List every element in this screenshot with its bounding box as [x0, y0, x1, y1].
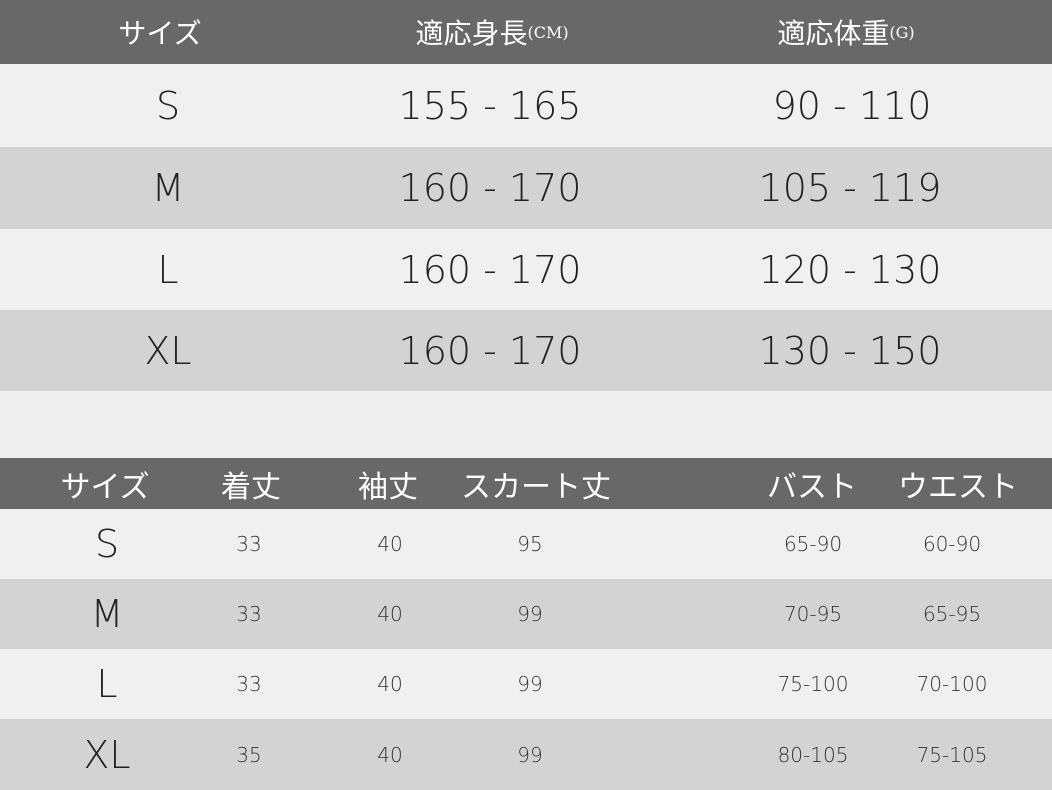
table1-row: S 155 - 165 90 - 110: [0, 64, 1052, 147]
sleeve-cell: 40: [377, 532, 403, 556]
height-cell: 160 - 170: [398, 247, 582, 292]
skirt-cell: 99: [517, 742, 543, 767]
waist-cell: 60-90: [922, 532, 982, 556]
header-weight: 適応体重 (G): [777, 0, 914, 64]
header-size: サイズ: [60, 469, 150, 505]
header-waist: ウエスト: [898, 469, 1018, 505]
table1-row: XL 160 - 170 130 - 150: [0, 310, 1052, 391]
header-weight-label: 適応体重: [777, 17, 890, 50]
size-cell: S: [155, 83, 181, 128]
header-height: 適応身長 (CM): [415, 0, 568, 64]
bust-cell: 70-95: [783, 602, 843, 626]
header-sleeve: 袖丈: [358, 469, 418, 505]
height-cell: 155 - 165: [398, 83, 582, 128]
table2-row: L 33 40 99 75-100 70-100: [0, 649, 1052, 719]
waist-cell: 70-100: [916, 672, 988, 696]
length-cell: 33: [236, 602, 262, 626]
table2-row: S 33 40 95 65-90 60-90: [0, 509, 1052, 579]
bust-cell: 65-90: [783, 532, 843, 556]
header-skirt: スカート丈: [461, 469, 611, 505]
size-cell: L: [157, 247, 179, 292]
header-height-label: 適応身長: [415, 17, 528, 50]
table1-header: サイズ 適応身長 (CM) 適応体重 (G): [0, 0, 1052, 64]
weight-cell: 120 - 130: [758, 247, 942, 292]
sleeve-cell: 40: [377, 742, 403, 767]
skirt-cell: 99: [517, 672, 543, 696]
header-height-unit: (CM): [527, 22, 569, 42]
header-weight-unit: (G): [889, 22, 915, 42]
weight-cell: 105 - 119: [758, 166, 942, 210]
skirt-cell: 99: [517, 602, 543, 626]
length-cell: 33: [236, 672, 262, 696]
table1-row: M 160 - 170 105 - 119: [0, 147, 1052, 229]
weight-cell: 130 - 150: [758, 328, 942, 373]
header-size: サイズ: [118, 17, 202, 50]
table2-row: M 33 40 99 70-95 65-95: [0, 579, 1052, 649]
size-cell: S: [94, 522, 120, 566]
skirt-cell: 95: [517, 532, 543, 556]
header-bust: バスト: [767, 469, 857, 505]
waist-cell: 75-105: [916, 742, 988, 767]
waist-cell: 65-95: [922, 602, 982, 626]
bust-cell: 80-105: [777, 742, 849, 767]
size-cell: M: [151, 166, 185, 210]
length-cell: 35: [236, 742, 262, 767]
table1-row: L 160 - 170 120 - 130: [0, 229, 1052, 310]
sleeve-cell: 40: [377, 672, 403, 696]
sleeve-cell: 40: [377, 602, 403, 626]
table2-row: XL 35 40 99 80-105 75-105: [0, 719, 1052, 790]
height-cell: 160 - 170: [398, 166, 582, 210]
size-cell: L: [96, 662, 118, 706]
table2-header: サイズ 着丈 袖丈 スカート丈 バスト ウエスト: [0, 458, 1052, 509]
size-cell: XL: [83, 732, 131, 777]
bust-cell: 75-100: [777, 672, 849, 696]
header-length: 着丈: [221, 469, 281, 505]
height-cell: 160 - 170: [398, 328, 582, 373]
size-cell: XL: [144, 328, 192, 373]
length-cell: 33: [236, 532, 262, 556]
weight-cell: 90 - 110: [772, 83, 932, 128]
size-cell: M: [90, 592, 124, 636]
